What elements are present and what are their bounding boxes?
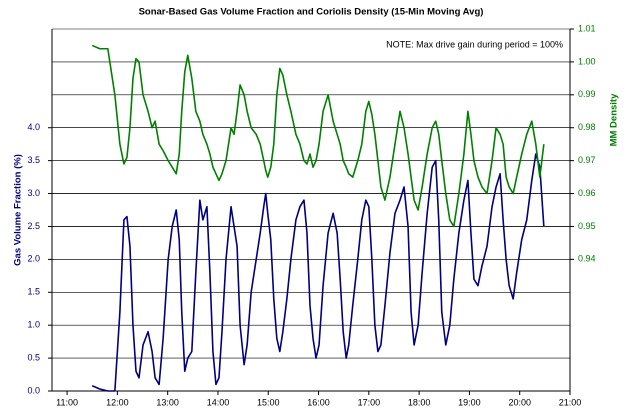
y2-tick-label: 0.99 <box>578 89 596 99</box>
y-tick-label: 1.0 <box>27 320 40 330</box>
y2-tick-label: 1.01 <box>578 23 596 33</box>
x-tick-label: 16:00 <box>307 397 330 407</box>
x-tick-label: 17:00 <box>358 397 381 407</box>
y2-tick-label: 1.00 <box>578 56 596 66</box>
chart-title: Sonar-Based Gas Volume Fraction and Cori… <box>139 7 484 18</box>
series-line <box>91 44 545 228</box>
y-tick-label: 3.0 <box>27 188 40 198</box>
y-tick-label: 3.5 <box>27 155 40 165</box>
y2-axis-label: MM Density <box>609 93 620 147</box>
x-tick-label: 20:00 <box>508 397 531 407</box>
x-tick-label: 19:00 <box>458 397 481 407</box>
x-tick-label: 14:00 <box>207 397 230 407</box>
x-tick-label: 11:00 <box>56 397 78 407</box>
y-axis-label: Gas Volume Fraction (%) <box>13 154 24 266</box>
y2-tick-label: 0.95 <box>578 221 596 231</box>
y2-tick-label: 0.94 <box>578 254 596 264</box>
y-tick-label: 1.5 <box>27 287 40 297</box>
x-tick-label: 21:00 <box>559 397 582 407</box>
y-tick-label: 2.5 <box>27 221 40 231</box>
x-tick-label: 12:00 <box>106 397 129 407</box>
y2-tick-label: 0.98 <box>578 122 596 132</box>
series-line <box>91 153 545 392</box>
x-tick-label: 15:00 <box>257 397 280 407</box>
annotation: NOTE: Max drive gain during period = 100… <box>386 39 563 49</box>
y2-tick-label: 0.97 <box>578 155 596 165</box>
y-tick-label: 0.5 <box>27 352 40 362</box>
x-tick-label: 18:00 <box>408 397 431 407</box>
y-tick-label: 0.0 <box>27 385 40 395</box>
y-tick-label: 2.0 <box>27 254 40 264</box>
y2-tick-label: 0.96 <box>578 188 596 198</box>
y-tick-label: 4.0 <box>27 122 40 132</box>
x-tick-label: 13:00 <box>156 397 179 407</box>
